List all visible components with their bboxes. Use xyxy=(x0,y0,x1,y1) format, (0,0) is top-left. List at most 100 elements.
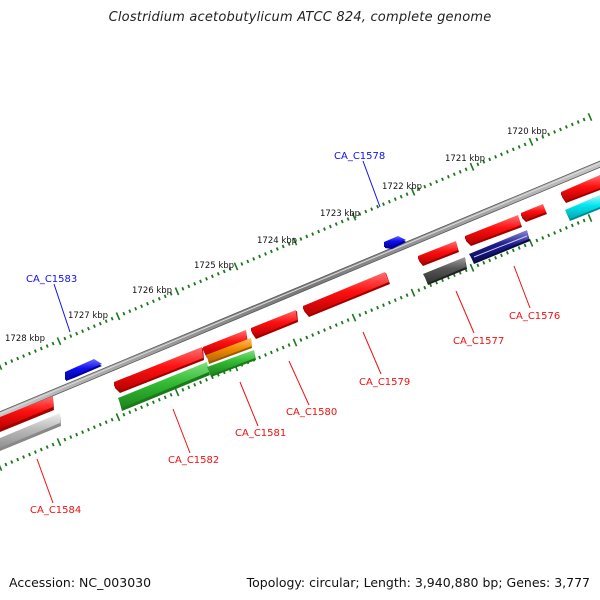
ruler-minor-tick xyxy=(128,309,132,314)
ruler-major-tick xyxy=(174,388,180,397)
scale-label-1721: 1721 kbp xyxy=(445,154,485,164)
leader-line-ca-c1583 xyxy=(53,283,71,333)
ruler-minor-tick xyxy=(376,305,380,310)
ruler-minor-tick xyxy=(358,313,362,317)
ruler-minor-tick xyxy=(559,228,562,233)
feature-green-small[interactable] xyxy=(207,350,256,377)
ruler-minor-tick xyxy=(163,294,167,299)
ruler-minor-tick xyxy=(264,252,267,256)
ruler-minor-tick xyxy=(222,269,226,274)
scale-label-1728: 1728 kbp xyxy=(5,334,45,344)
feature-navy[interactable] xyxy=(469,230,530,264)
gene-feature-red-right-edge[interactable] xyxy=(561,175,600,203)
gene-feature-ca-c1582[interactable] xyxy=(114,347,204,393)
ruler-minor-tick xyxy=(92,425,96,429)
ruler-minor-tick xyxy=(69,435,73,439)
ruler-minor-tick xyxy=(364,209,368,214)
scale-label-1720: 1720 kbp xyxy=(507,127,547,137)
ruler-major-tick xyxy=(469,162,475,171)
ruler-minor-tick xyxy=(387,199,391,204)
ruler-minor-tick xyxy=(98,422,102,427)
ruler-minor-tick xyxy=(28,452,31,457)
ruler-minor-tick xyxy=(482,159,486,164)
ruler-major-tick xyxy=(528,238,534,247)
ruler-minor-tick xyxy=(187,284,191,289)
gene-feature-ca-c1576[interactable] xyxy=(465,215,522,246)
gene-label-ca-c1581[interactable]: CA_C1581 xyxy=(235,428,286,439)
ruler-minor-tick xyxy=(476,263,480,268)
gene-feature-ca-c1578[interactable] xyxy=(384,236,406,249)
ruler-minor-tick xyxy=(553,130,557,134)
ruler-minor-tick xyxy=(264,353,267,357)
gene-feature-ca-c1580[interactable] xyxy=(251,310,298,339)
ruler-major-tick xyxy=(115,413,121,422)
ruler-minor-tick xyxy=(45,344,49,348)
gene-feature-ca-c1577[interactable] xyxy=(418,241,459,266)
feature-green[interactable] xyxy=(118,362,210,411)
gene-label-ca-c1582[interactable]: CA_C1582 xyxy=(168,455,219,466)
ruler-minor-tick xyxy=(87,427,90,432)
gene-feature-ca-c1583[interactable] xyxy=(65,359,102,381)
ruler-minor-tick xyxy=(146,301,149,306)
ruler-minor-tick xyxy=(346,217,350,221)
feature-cyan[interactable] xyxy=(565,195,600,221)
ruler-minor-tick xyxy=(210,274,214,279)
gene-label-ca-c1580[interactable]: CA_C1580 xyxy=(286,407,337,418)
ruler-minor-tick xyxy=(305,234,309,239)
ruler-minor-tick xyxy=(482,260,486,265)
ruler-major-tick xyxy=(56,438,62,447)
feature-dark-gray[interactable] xyxy=(423,257,467,285)
ruler-minor-tick xyxy=(446,174,450,179)
ruler-minor-tick xyxy=(205,277,208,281)
leader-line-ca-c1582 xyxy=(172,408,191,454)
gene-feature-ca-c1584[interactable] xyxy=(0,396,54,432)
ruler-minor-tick xyxy=(364,310,368,315)
ruler-minor-tick xyxy=(547,233,551,238)
feature-orange[interactable] xyxy=(206,338,252,364)
gene-label-ca-c1578[interactable]: CA_C1578 xyxy=(334,151,385,162)
ruler-minor-tick xyxy=(45,445,49,449)
ruler-minor-tick xyxy=(476,162,480,167)
leader-line-ca-c1581 xyxy=(239,381,259,427)
ruler-minor-tick xyxy=(494,155,498,159)
ruler-major-tick xyxy=(292,237,298,246)
gene-label-ca-c1576[interactable]: CA_C1576 xyxy=(509,311,560,322)
ruler-minor-tick xyxy=(205,378,208,382)
gene-feature-ca-c1581[interactable] xyxy=(203,330,248,358)
ruler-minor-tick xyxy=(382,202,385,206)
gene-label-ca-c1577[interactable]: CA_C1577 xyxy=(453,336,504,347)
ruler-minor-tick xyxy=(122,311,126,316)
ruler-minor-tick xyxy=(216,272,220,276)
gene-feature-ca-c1579[interactable] xyxy=(303,272,390,317)
ruler-minor-tick xyxy=(134,407,138,412)
ruler-minor-tick xyxy=(92,324,96,328)
ruler-minor-tick xyxy=(423,184,427,189)
genome-summary-text: Topology: circular; Length: 3,940,880 bp… xyxy=(246,575,590,590)
ruler-minor-tick xyxy=(429,182,433,187)
ruler-minor-tick xyxy=(393,197,397,201)
gene-label-ca-c1583[interactable]: CA_C1583 xyxy=(26,274,77,285)
ruler-minor-tick xyxy=(199,380,203,385)
ruler-minor-tick xyxy=(570,223,574,228)
feature-light-gray[interactable] xyxy=(0,413,61,451)
ruler-major-tick xyxy=(0,464,3,472)
ruler-minor-tick xyxy=(564,226,568,230)
ruler-minor-tick xyxy=(576,221,580,225)
ruler-minor-tick xyxy=(458,169,462,174)
gene-label-ca-c1579[interactable]: CA_C1579 xyxy=(359,377,410,388)
gene-label-ca-c1584[interactable]: CA_C1584 xyxy=(30,505,81,516)
ruler-minor-tick xyxy=(287,242,291,246)
ruler-major-tick xyxy=(351,212,357,221)
ruler-minor-tick xyxy=(323,328,326,332)
scale-label-1722: 1722 kbp xyxy=(382,182,422,192)
ruler-minor-tick xyxy=(305,335,309,340)
ruler-minor-tick xyxy=(559,127,562,132)
accession-text: Accession: NC_003030 xyxy=(9,575,152,590)
gene-feature-red-right-small[interactable] xyxy=(521,204,547,222)
leader-line-ca-c1579 xyxy=(362,331,382,375)
ruler-minor-tick xyxy=(547,132,551,137)
ruler-minor-tick xyxy=(151,400,155,405)
ruler-minor-tick xyxy=(140,405,144,410)
ruler-minor-tick xyxy=(187,385,191,390)
ruler-minor-tick xyxy=(287,343,291,347)
